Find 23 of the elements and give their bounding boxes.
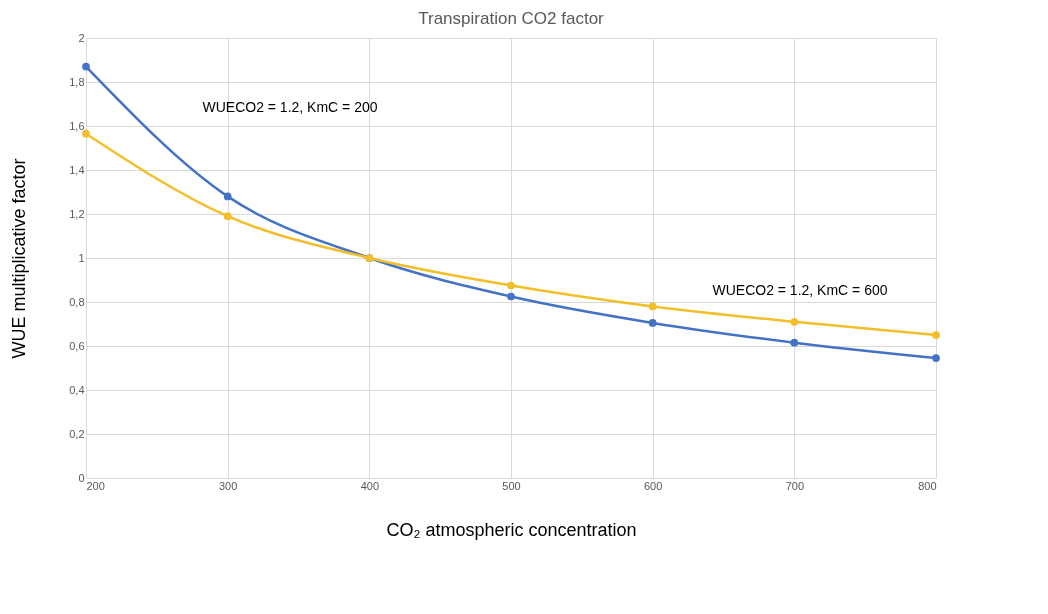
x-tick-label: 700 bbox=[785, 479, 805, 492]
y-axis-title: WUE multiplicative factor bbox=[9, 158, 30, 359]
chart-title: Transpiration CO2 factor bbox=[418, 9, 605, 28]
y-tick-label: 0,8 bbox=[69, 295, 85, 308]
x-axis-title: CO₂ atmospheric concentration bbox=[386, 519, 637, 540]
y-tick-label: 1,6 bbox=[69, 119, 85, 132]
x-tick-label: 500 bbox=[502, 479, 521, 492]
y-tick-label: 0 bbox=[78, 471, 85, 484]
y-tick-label: 0,2 bbox=[69, 427, 85, 440]
y-tick-label: 2 bbox=[78, 31, 85, 44]
x-tick-label: 300 bbox=[218, 479, 238, 492]
x-tick-label: 400 bbox=[360, 479, 380, 492]
y-tick-label: 1,8 bbox=[69, 75, 85, 88]
x-tick-label: 200 bbox=[86, 479, 105, 492]
y-tick-label: 0,6 bbox=[69, 339, 85, 352]
x-tick-label: 600 bbox=[643, 479, 663, 492]
x-tick-label: 800 bbox=[918, 479, 937, 492]
y-tick-label: 0,4 bbox=[69, 383, 85, 396]
annotation: WUECO2 = 1.2, KmC = 200 bbox=[202, 99, 378, 116]
y-tick-label: 1,2 bbox=[69, 207, 85, 220]
annotation: WUECO2 = 1.2, KmC = 600 bbox=[712, 282, 888, 298]
y-tick-label: 1,4 bbox=[69, 163, 85, 176]
y-tick-label: 1 bbox=[78, 251, 85, 264]
